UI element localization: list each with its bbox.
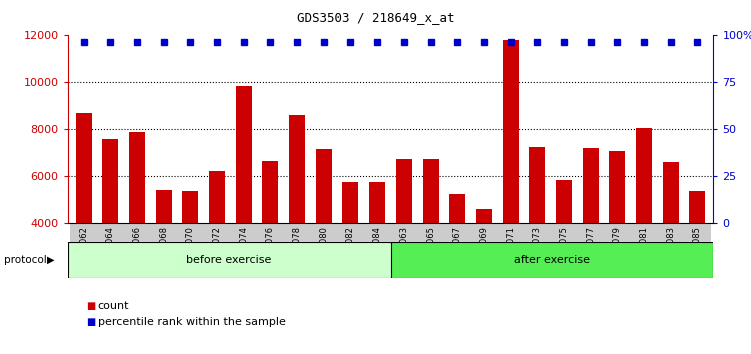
Bar [124, 223, 150, 275]
Bar [476, 209, 492, 317]
Bar [444, 223, 471, 275]
Bar [636, 128, 652, 317]
Bar [71, 223, 97, 275]
Bar [337, 223, 363, 275]
Bar [502, 40, 519, 317]
Bar [315, 149, 332, 317]
Bar [363, 223, 391, 275]
Bar [471, 223, 497, 275]
Text: ■: ■ [86, 301, 95, 311]
Bar [289, 115, 305, 317]
Bar [102, 139, 119, 317]
Bar [631, 223, 657, 275]
Bar [369, 182, 385, 317]
Bar [423, 159, 439, 317]
Text: before exercise: before exercise [186, 255, 272, 265]
Bar [97, 223, 124, 275]
Bar [662, 162, 679, 317]
Bar [418, 223, 444, 275]
Bar [391, 242, 713, 278]
Bar [556, 179, 572, 317]
Text: ▶: ▶ [47, 255, 55, 265]
Bar [209, 171, 225, 317]
Bar [150, 223, 177, 275]
Text: ■: ■ [86, 317, 95, 327]
Bar [583, 148, 599, 317]
Bar [262, 161, 279, 317]
Bar [396, 159, 412, 317]
Bar [177, 223, 204, 275]
Bar [689, 192, 705, 317]
Bar [68, 242, 391, 278]
Bar [604, 223, 631, 275]
Text: after exercise: after exercise [514, 255, 590, 265]
Bar [550, 223, 578, 275]
Bar [578, 223, 604, 275]
Bar [284, 223, 310, 275]
Bar [657, 223, 684, 275]
Text: percentile rank within the sample: percentile rank within the sample [98, 317, 285, 327]
Bar [342, 182, 358, 317]
Bar [236, 86, 252, 317]
Text: count: count [98, 301, 129, 311]
Bar [497, 223, 524, 275]
Bar [609, 152, 626, 317]
Bar [449, 194, 466, 317]
Bar [524, 223, 550, 275]
Bar [76, 113, 92, 317]
Text: GDS3503 / 218649_x_at: GDS3503 / 218649_x_at [297, 11, 454, 24]
Text: protocol: protocol [4, 255, 47, 265]
Bar [684, 223, 710, 275]
Bar [204, 223, 231, 275]
Bar [155, 190, 172, 317]
Bar [129, 132, 145, 317]
Bar [182, 192, 198, 317]
Bar [391, 223, 418, 275]
Bar [529, 147, 545, 317]
Bar [257, 223, 284, 275]
Bar [231, 223, 257, 275]
Bar [310, 223, 337, 275]
